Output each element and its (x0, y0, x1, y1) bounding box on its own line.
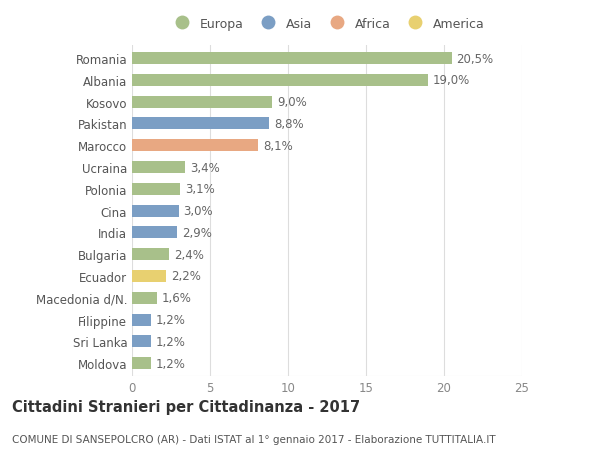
Bar (132, 53, 452, 65)
Bar (132, 292, 157, 304)
Text: COMUNE DI SANSEPOLCRO (AR) - Dati ISTAT al 1° gennaio 2017 - Elaborazione TUTTIT: COMUNE DI SANSEPOLCRO (AR) - Dati ISTAT … (12, 434, 496, 444)
Bar (132, 205, 179, 217)
Text: 9,0%: 9,0% (277, 96, 307, 109)
Text: 8,8%: 8,8% (274, 118, 304, 131)
Text: 8,1%: 8,1% (263, 140, 293, 152)
Text: 20,5%: 20,5% (457, 52, 494, 66)
Bar (132, 270, 166, 282)
Text: 3,1%: 3,1% (185, 183, 215, 196)
Bar (132, 184, 181, 196)
Text: 1,2%: 1,2% (155, 357, 185, 370)
Text: 2,2%: 2,2% (171, 270, 201, 283)
Bar (132, 162, 185, 174)
Bar (132, 314, 151, 326)
Bar (132, 358, 151, 369)
Text: 1,2%: 1,2% (155, 313, 185, 326)
Text: 3,0%: 3,0% (184, 205, 213, 218)
Text: 19,0%: 19,0% (433, 74, 470, 87)
Bar (132, 96, 272, 108)
Text: Cittadini Stranieri per Cittadinanza - 2017: Cittadini Stranieri per Cittadinanza - 2… (12, 399, 360, 414)
Bar (132, 336, 151, 347)
Text: 2,9%: 2,9% (182, 226, 212, 239)
Legend: Europa, Asia, Africa, America: Europa, Asia, Africa, America (167, 15, 487, 33)
Text: 1,2%: 1,2% (155, 335, 185, 348)
Bar (132, 118, 269, 130)
Bar (132, 227, 177, 239)
Text: 1,6%: 1,6% (161, 291, 191, 305)
Bar (132, 75, 428, 87)
Bar (132, 249, 169, 261)
Text: 2,4%: 2,4% (174, 248, 204, 261)
Bar (132, 140, 259, 152)
Text: 3,4%: 3,4% (190, 161, 220, 174)
